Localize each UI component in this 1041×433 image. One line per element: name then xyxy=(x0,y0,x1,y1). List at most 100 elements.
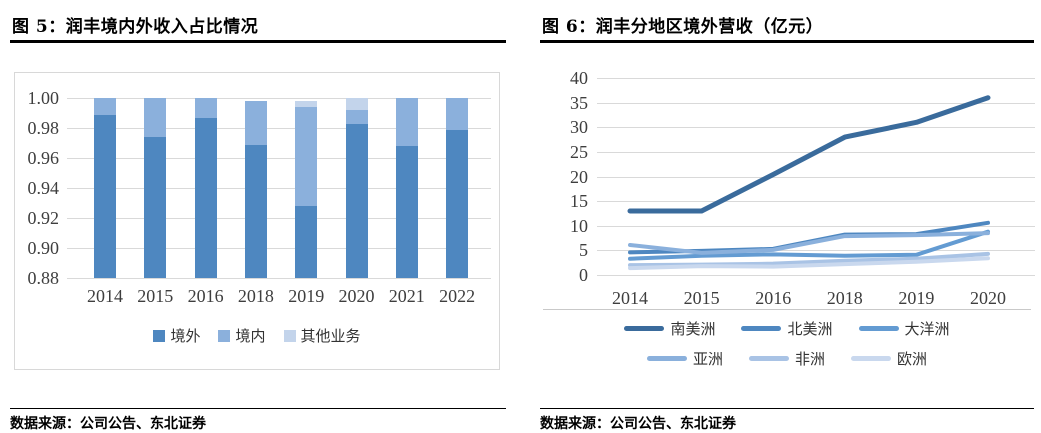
source-rule xyxy=(10,408,506,409)
series-line-欧洲 xyxy=(628,256,990,271)
gridline xyxy=(597,225,1035,227)
legend-item: 其他业务 xyxy=(283,325,361,346)
bar-segment xyxy=(244,144,267,278)
y-axis-label: 1.00 xyxy=(27,88,60,108)
y-axis-label: 20 xyxy=(570,166,588,187)
bar-segment xyxy=(345,123,368,278)
source-note: 数据来源：公司公告、东北证券 xyxy=(540,416,736,432)
gridline xyxy=(597,201,1035,203)
legend-label: 境内 xyxy=(235,329,266,345)
gridline xyxy=(597,102,1035,104)
y-axis-label: 0.90 xyxy=(27,238,60,258)
legend-swatch xyxy=(646,356,687,361)
gridline xyxy=(67,218,491,219)
series-line-南美洲 xyxy=(627,95,991,214)
bar xyxy=(194,98,217,278)
gridline xyxy=(67,158,491,159)
y-axis-label: 5 xyxy=(579,240,588,261)
axis-separator xyxy=(543,309,1031,310)
x-axis-label: 2019 xyxy=(898,288,935,308)
legend-item: 亚洲 xyxy=(646,348,723,369)
gridline xyxy=(67,248,491,249)
gridline xyxy=(67,188,491,189)
bar xyxy=(395,98,418,278)
legend-label: 非洲 xyxy=(794,352,825,368)
legend-label: 北美洲 xyxy=(787,322,833,338)
figure-5-title: 图 5：润丰境内外收入占比情况 xyxy=(12,17,259,37)
y-axis-label: 0.96 xyxy=(27,148,60,168)
bar-segment xyxy=(395,146,418,278)
gridline xyxy=(597,78,1035,79)
x-axis-label: 2016 xyxy=(755,288,792,308)
bar-segment xyxy=(144,137,167,278)
legend-label: 南美洲 xyxy=(670,322,716,338)
y-axis-label: 40 xyxy=(570,68,588,88)
bar-segment xyxy=(194,117,217,278)
legend-row: 南美洲 北美洲 大洋洲 xyxy=(540,318,1034,339)
title-rule xyxy=(10,40,506,43)
source-note: 数据来源：公司公告、东北证券 xyxy=(10,416,206,432)
y-axis-label: 25 xyxy=(570,141,588,162)
bar-segment xyxy=(345,110,368,124)
y-axis-label: 10 xyxy=(570,215,588,236)
x-axis-label: 2014 xyxy=(612,288,648,308)
legend: 境外 境内 其他业务 xyxy=(15,325,499,346)
legend-swatch xyxy=(624,326,665,331)
bar-segment xyxy=(295,107,318,206)
legend-swatch xyxy=(283,329,296,342)
bar-segment xyxy=(395,98,418,146)
legend-swatch xyxy=(851,356,891,361)
x-axis-label: 2015 xyxy=(683,288,720,308)
bar-segment xyxy=(295,101,318,107)
legend-label: 境外 xyxy=(170,329,201,345)
bar-segment xyxy=(446,98,469,130)
y-axis-label: 0.94 xyxy=(27,178,60,198)
x-axis-label: 2020 xyxy=(970,288,1006,308)
y-axis-label: 35 xyxy=(570,92,588,113)
line-chart: 0 5 10 15 20 25 30 35 40 2014 2015 2016 2018 2019 2020… xyxy=(540,68,1035,380)
bar xyxy=(144,98,167,278)
gridline xyxy=(597,127,1035,129)
source-rule xyxy=(540,408,1034,409)
legend-item: 境外 xyxy=(153,325,200,346)
bar-segment xyxy=(94,114,116,278)
y-axis-label: 0.98 xyxy=(27,118,60,138)
gridline xyxy=(67,98,491,99)
legend-label: 欧洲 xyxy=(897,352,928,368)
bar-segment xyxy=(295,206,318,278)
y-axis-label: 0.88 xyxy=(27,268,60,288)
legend-item: 境内 xyxy=(218,325,266,346)
x-axis-label: 2015 xyxy=(137,286,174,306)
bar-segment xyxy=(194,98,217,118)
gridline xyxy=(67,128,491,129)
gridline xyxy=(67,278,491,279)
legend-swatch xyxy=(741,326,782,331)
legend-label: 其他业务 xyxy=(300,329,361,345)
bar-segment xyxy=(244,101,267,145)
legend-swatch xyxy=(748,356,789,361)
legend-item: 欧洲 xyxy=(851,348,927,369)
bar-segment xyxy=(446,129,469,278)
gridline xyxy=(597,176,1035,178)
legend-swatch xyxy=(858,326,899,331)
bar xyxy=(244,101,267,278)
legend-swatch xyxy=(153,329,166,342)
bar-segment xyxy=(94,98,116,115)
y-axis-label: 0.92 xyxy=(27,208,60,228)
y-axis-label: 0 xyxy=(579,265,588,285)
legend-item: 北美洲 xyxy=(741,318,833,339)
legend-label: 亚洲 xyxy=(692,352,723,368)
stacked-bar-chart: 1.00 0.98 0.96 0.94 0.92 0.90 0.88 2014 2015 2016… xyxy=(14,72,500,370)
figure-6-title: 图 6：润丰分地区境外营收（亿元） xyxy=(542,17,824,37)
x-axis-label: 2014 xyxy=(87,286,123,306)
legend-label: 大洋洲 xyxy=(904,322,950,338)
bar xyxy=(446,98,469,278)
figure-5-panel: 图 5：润丰境内外收入占比情况 1.00 0.98 0.96 0.94 0.92 0.90… xyxy=(10,8,506,433)
bar xyxy=(94,98,116,278)
bar xyxy=(345,98,368,278)
bar-segment xyxy=(144,98,167,137)
x-axis-label: 2021 xyxy=(388,286,425,306)
y-axis-label: 15 xyxy=(570,191,588,212)
figure-6-panel: 图 6：润丰分地区境外营收（亿元） 0 5 10 15 20 25 30 35 40 2014 20… xyxy=(540,8,1035,433)
